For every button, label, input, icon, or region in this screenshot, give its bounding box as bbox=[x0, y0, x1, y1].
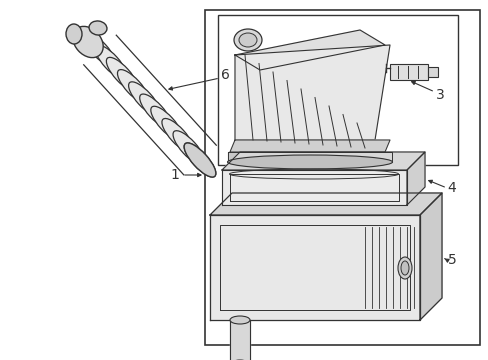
Polygon shape bbox=[235, 45, 389, 140]
Polygon shape bbox=[222, 152, 424, 170]
Ellipse shape bbox=[162, 118, 193, 153]
Ellipse shape bbox=[173, 131, 204, 165]
Ellipse shape bbox=[184, 143, 215, 177]
Text: 4: 4 bbox=[447, 181, 455, 195]
Ellipse shape bbox=[66, 24, 82, 44]
Ellipse shape bbox=[117, 69, 149, 104]
Polygon shape bbox=[229, 140, 389, 152]
Ellipse shape bbox=[184, 143, 215, 177]
Polygon shape bbox=[419, 193, 441, 320]
Polygon shape bbox=[229, 320, 249, 360]
Ellipse shape bbox=[400, 261, 408, 275]
Ellipse shape bbox=[229, 316, 249, 324]
Ellipse shape bbox=[234, 29, 262, 51]
Polygon shape bbox=[235, 30, 384, 70]
Ellipse shape bbox=[106, 57, 138, 91]
Polygon shape bbox=[222, 170, 406, 205]
Ellipse shape bbox=[239, 33, 257, 47]
Ellipse shape bbox=[150, 106, 182, 140]
Polygon shape bbox=[227, 152, 391, 162]
Ellipse shape bbox=[89, 21, 107, 35]
Ellipse shape bbox=[84, 33, 116, 67]
Polygon shape bbox=[209, 215, 419, 320]
Ellipse shape bbox=[227, 155, 392, 169]
Ellipse shape bbox=[397, 257, 411, 279]
Ellipse shape bbox=[95, 45, 127, 79]
Ellipse shape bbox=[128, 82, 160, 116]
Text: 1: 1 bbox=[170, 168, 179, 182]
Polygon shape bbox=[406, 152, 424, 205]
Ellipse shape bbox=[140, 94, 171, 128]
Ellipse shape bbox=[73, 26, 103, 58]
Text: 5: 5 bbox=[447, 253, 455, 267]
Text: 6: 6 bbox=[220, 68, 229, 82]
Bar bbox=[389, 64, 427, 80]
Bar bbox=[204, 10, 479, 345]
Bar bbox=[427, 67, 437, 77]
Bar bbox=[218, 15, 457, 165]
Polygon shape bbox=[209, 193, 441, 215]
Text: 2: 2 bbox=[243, 168, 252, 182]
Text: 3: 3 bbox=[435, 88, 444, 102]
